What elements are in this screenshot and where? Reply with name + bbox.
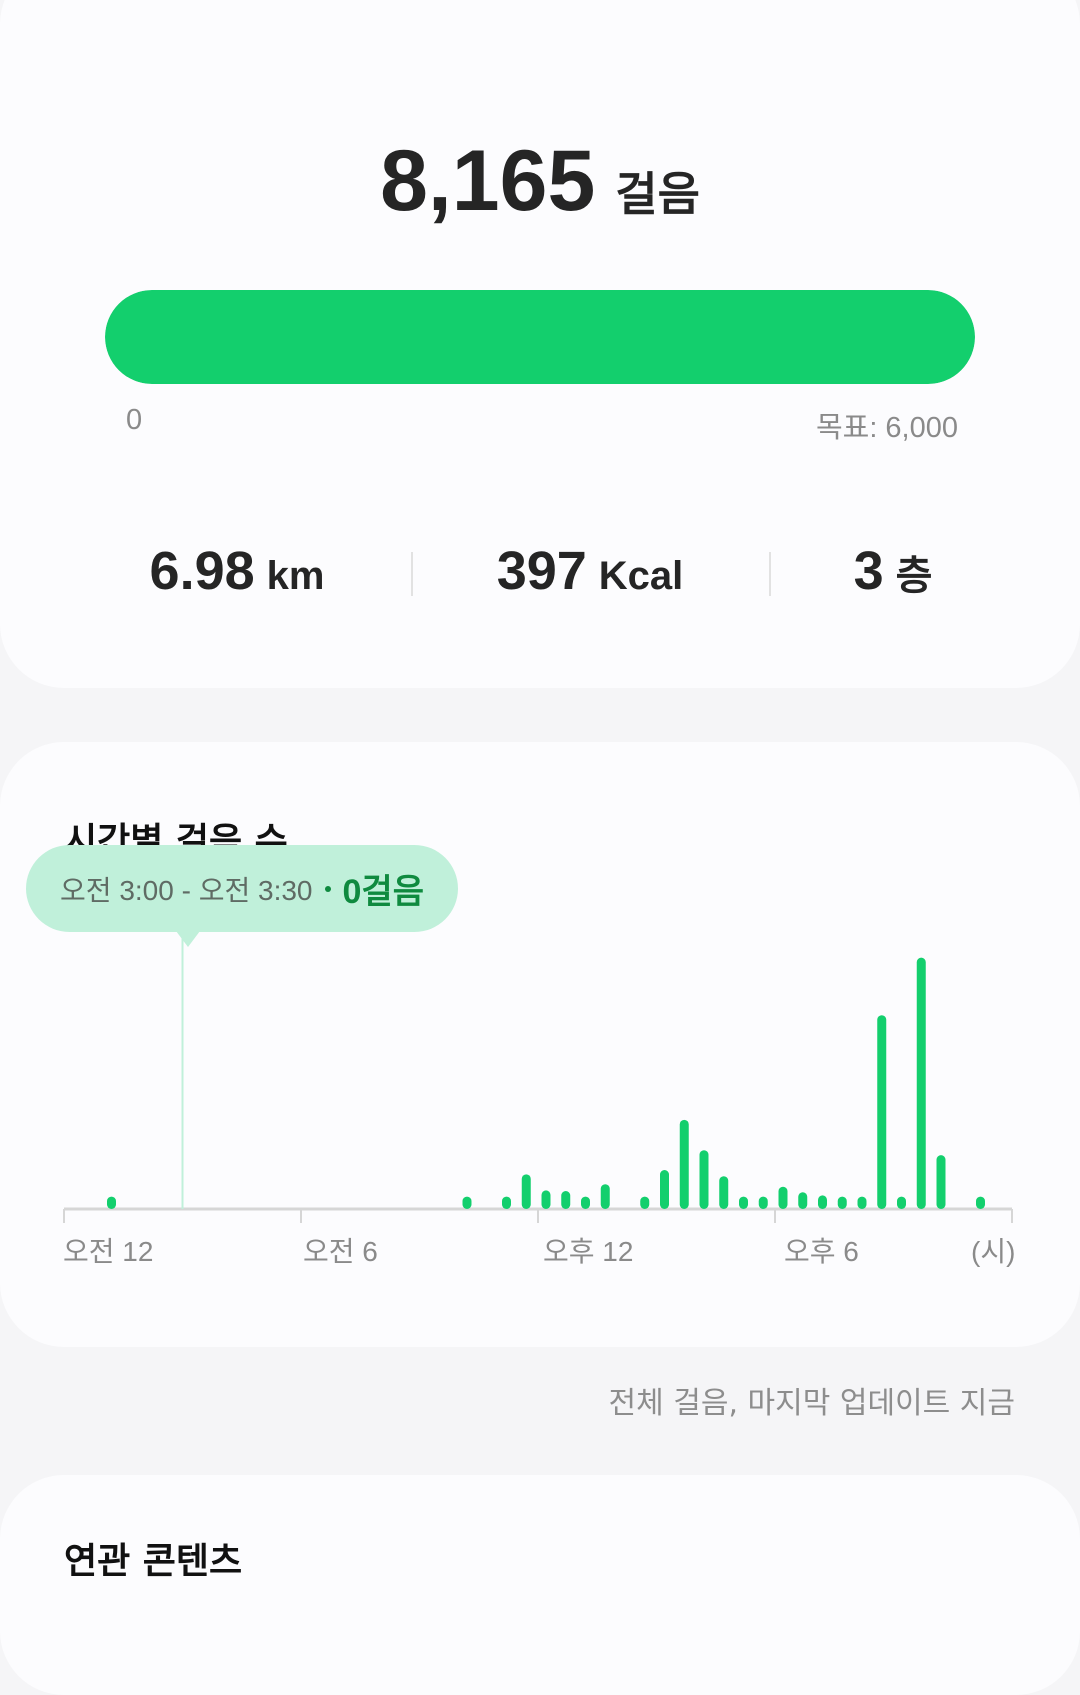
tooltip-time-range: 오전 3:00 - 오전 3:30 (60, 874, 313, 906)
related-content-card[interactable] (0, 1475, 1080, 1695)
step-count: 8,165 걸음 (0, 132, 1080, 231)
chart-bar[interactable] (561, 1191, 571, 1209)
last-update-text: 전체 걸음, 마지막 업데이트 지금 (608, 1386, 1015, 1421)
tooltip-steps: 0걸음 (342, 873, 424, 911)
chart-bar[interactable] (897, 1196, 906, 1209)
divider (411, 552, 413, 596)
goal-progress-fill (105, 290, 975, 384)
chart-bar[interactable] (640, 1196, 650, 1209)
chart-bar[interactable] (502, 1196, 511, 1209)
calories-stat: 397 Kcal (420, 540, 760, 602)
hourly-steps-card[interactable] (0, 742, 1080, 1347)
hourly-steps-chart[interactable] (0, 0, 1080, 1300)
distance-stat: 6.98 km (67, 540, 407, 602)
progress-min-label: 0 (126, 404, 143, 436)
chart-bar[interactable] (798, 1192, 808, 1209)
axis-unit-label: (시) (971, 1236, 1016, 1267)
axis-label-6pm: 오후 6 (784, 1236, 859, 1267)
related-content-title: 연관 콘텐츠 (64, 1541, 243, 1582)
calories-value: 397 (496, 541, 587, 601)
chart-bar[interactable] (837, 1196, 847, 1209)
chart-bar[interactable] (581, 1196, 590, 1209)
chart-bar[interactable] (877, 1015, 887, 1209)
axis-label-noon: 오후 12 (543, 1236, 634, 1267)
chart-bar[interactable] (936, 1155, 946, 1209)
chart-bar[interactable] (600, 1184, 610, 1209)
chart-bar[interactable] (818, 1195, 827, 1209)
chart-bar[interactable] (916, 957, 926, 1209)
step-count-unit: 걸음 (615, 167, 700, 221)
step-count-value: 8,165 (380, 133, 596, 229)
distance-unit: km (266, 554, 325, 598)
chart-bar[interactable] (679, 1119, 689, 1209)
chart-bar[interactable] (778, 1186, 788, 1209)
axis-label-6am: 오전 6 (303, 1236, 378, 1267)
tooltip-separator (324, 885, 331, 892)
chart-bar[interactable] (857, 1196, 867, 1209)
chart-bar[interactable] (699, 1150, 709, 1209)
chart-bar[interactable] (719, 1176, 729, 1209)
divider (769, 552, 771, 596)
floors-unit: 층 (895, 554, 933, 598)
progress-goal-label: 목표: 6,000 (815, 412, 958, 444)
chart-bar[interactable] (739, 1196, 748, 1209)
chart-tooltip: 오전 3:00 - 오전 3:30 0걸음 (26, 845, 458, 932)
distance-value: 6.98 (149, 541, 255, 601)
chart-bar[interactable] (976, 1196, 985, 1209)
tooltip-pointer (176, 931, 200, 947)
chart-bar[interactable] (660, 1170, 669, 1209)
chart-bar[interactable] (758, 1196, 768, 1209)
goal-progress-bar (105, 290, 975, 384)
chart-bar[interactable] (107, 1196, 116, 1209)
calories-unit: Kcal (598, 554, 684, 598)
chart-bar[interactable] (541, 1190, 551, 1209)
chart-bar[interactable] (521, 1174, 531, 1209)
floors-value: 3 (853, 541, 884, 601)
axis-label-midnight: 오전 12 (63, 1236, 154, 1267)
chart-bar[interactable] (462, 1196, 472, 1209)
